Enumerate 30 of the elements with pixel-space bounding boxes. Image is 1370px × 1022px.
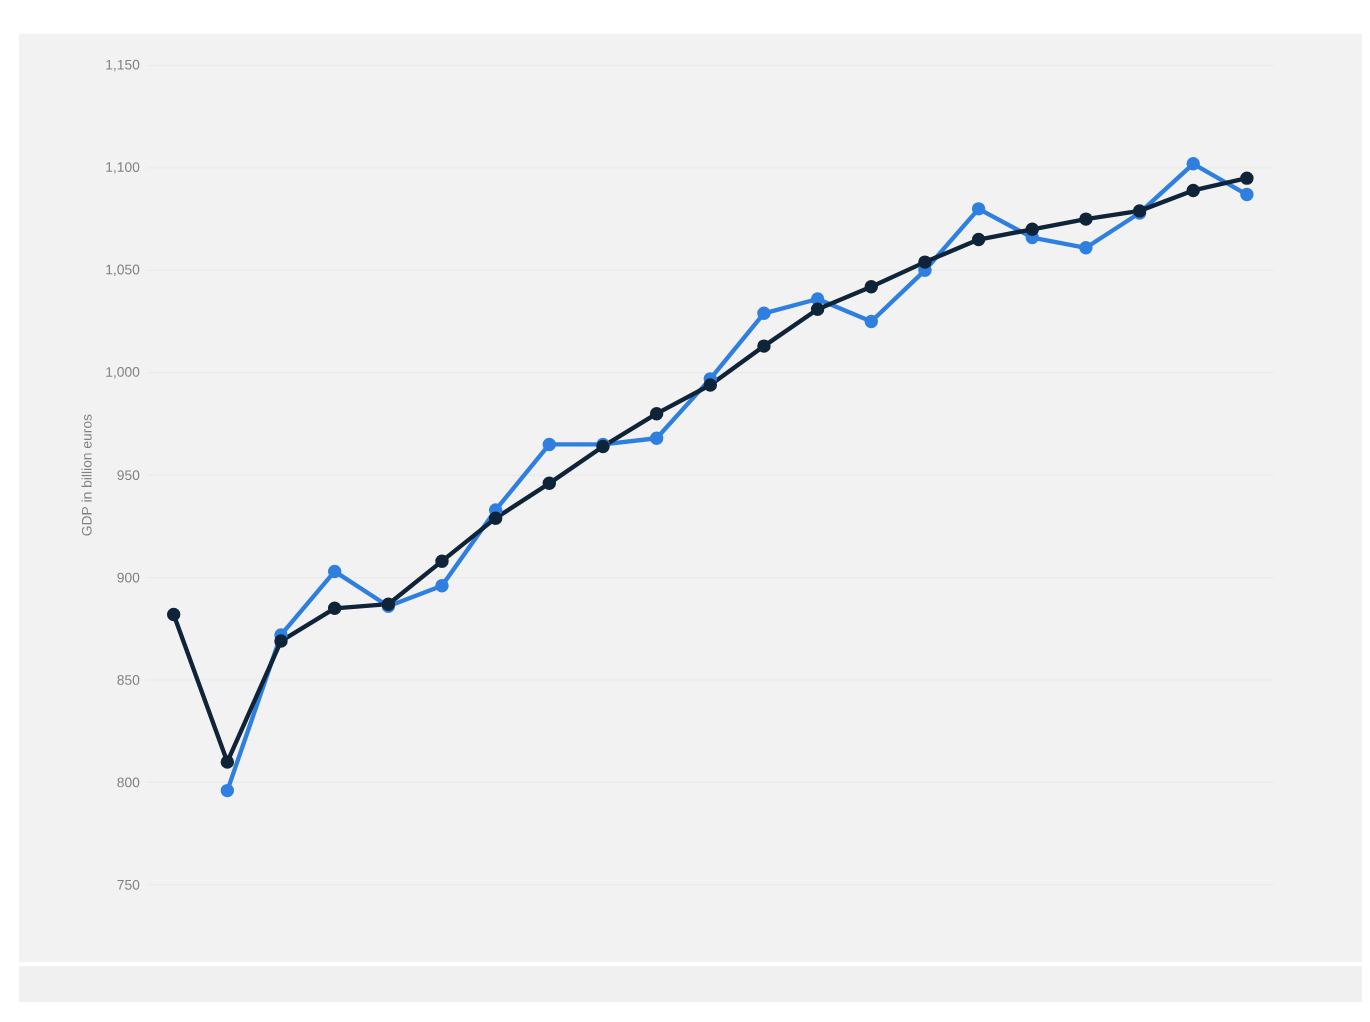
point [757,339,771,353]
point [757,306,771,321]
point [435,554,449,569]
point [971,232,986,247]
point [1240,171,1254,185]
point [1079,212,1093,226]
point [1025,222,1039,237]
point [649,431,664,446]
point [918,255,932,269]
point [1186,183,1200,198]
point [810,302,825,317]
point [649,407,664,421]
point [1079,241,1093,255]
point [274,634,288,648]
point [327,564,342,579]
point [542,476,557,491]
point [220,784,235,798]
point [435,579,449,593]
point [971,202,986,216]
point [488,511,503,526]
point [327,601,342,616]
point [1186,157,1200,171]
point [1240,187,1254,202]
point [542,437,557,452]
point [220,755,235,769]
point [864,280,878,294]
point [703,378,718,392]
point [810,292,825,306]
point [166,607,181,622]
point [864,314,878,329]
